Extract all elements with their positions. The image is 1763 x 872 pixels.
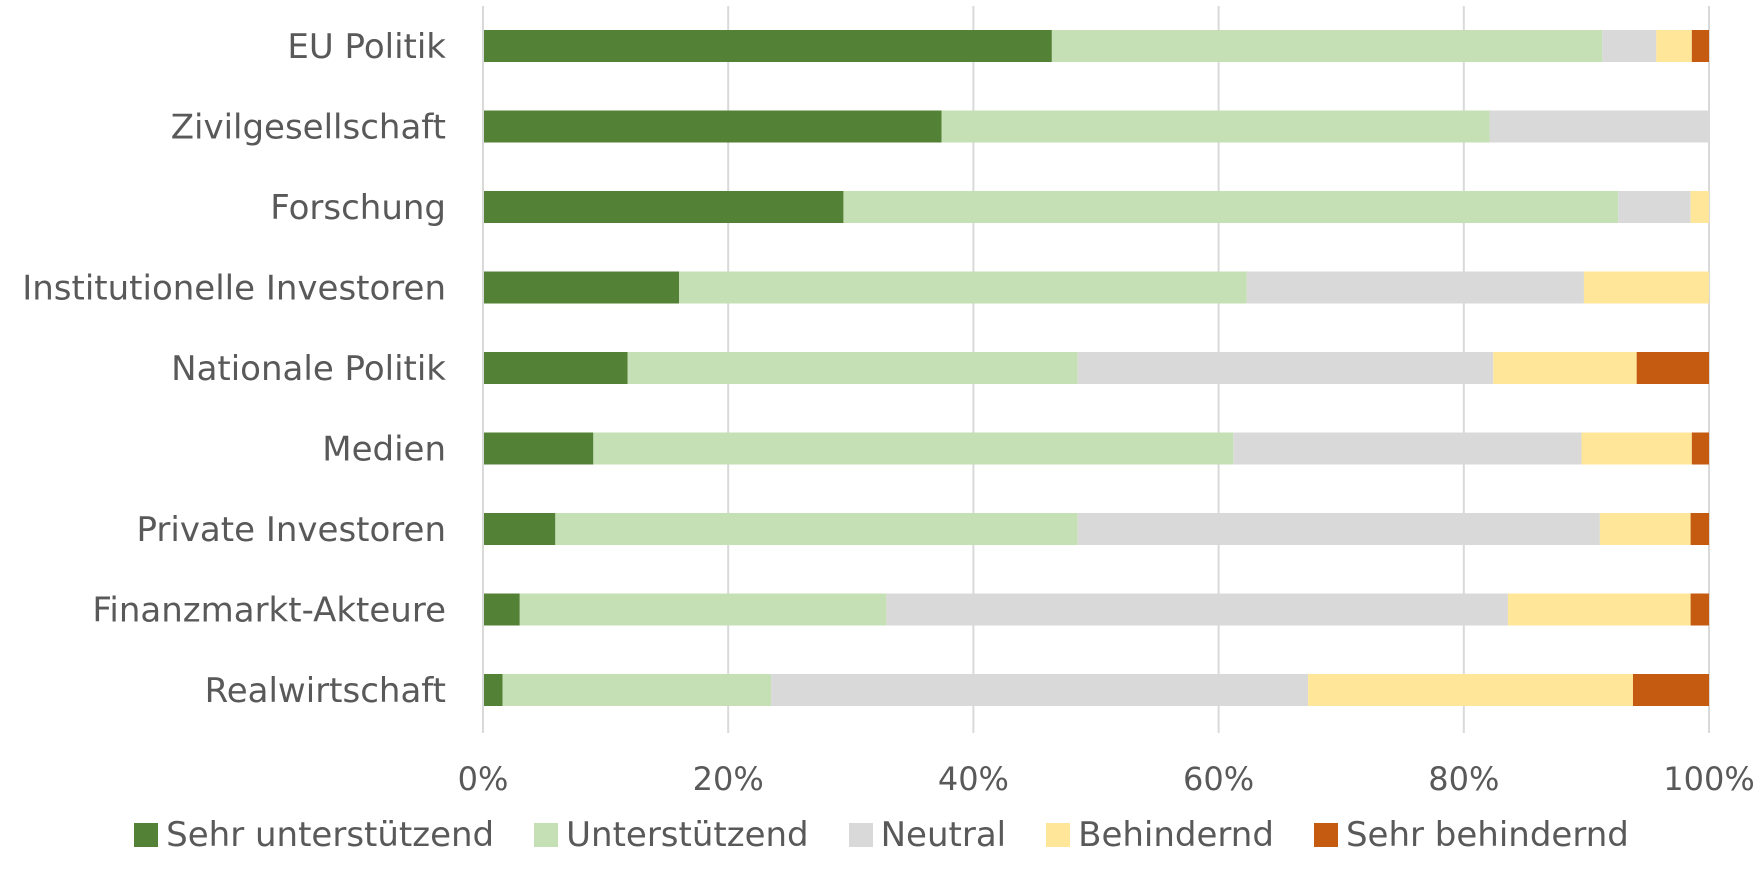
- category-labels: EU Politik Zivilgesellschaft Forschung Inst…: [22, 27, 446, 711]
- bar-segment: [1077, 513, 1600, 545]
- legend-label: Neutral: [880, 815, 1007, 855]
- category-label: Zivilgesellschaft: [171, 108, 446, 148]
- bar-segment: [483, 513, 556, 545]
- legend-item: Sehr unterstützend: [134, 815, 494, 855]
- bar-segment: [627, 352, 1078, 384]
- x-tick-label: 100%: [1663, 760, 1754, 798]
- category-label: Finanzmarkt-Akteure: [92, 591, 446, 631]
- legend-swatch: [848, 823, 873, 847]
- bar-segment: [555, 513, 1078, 545]
- bar-segment: [1636, 352, 1709, 384]
- legend-swatch: [534, 823, 559, 847]
- bar-segment: [483, 30, 1052, 62]
- bar-segment: [1690, 513, 1709, 545]
- bar-segment: [1077, 352, 1494, 384]
- bar-segment: [1051, 30, 1603, 62]
- bar-segment: [843, 191, 1619, 223]
- x-tick-label: 20%: [693, 760, 764, 798]
- x-tick-label: 0%: [458, 760, 509, 798]
- x-tick-label: 60%: [1183, 760, 1254, 798]
- category-label: Institutionelle Investoren: [22, 269, 446, 309]
- bar-segment: [1246, 271, 1584, 304]
- legend-label: Behindernd: [1078, 815, 1274, 855]
- bar-segment: [483, 191, 844, 223]
- legend-item: Neutral: [848, 815, 1007, 855]
- legend-swatch: [1046, 823, 1071, 847]
- category-label: Realwirtschaft: [205, 671, 446, 711]
- bar-segment: [1233, 432, 1582, 465]
- bar-segment: [1583, 271, 1709, 304]
- legend-label: Sehr unterstützend: [166, 815, 495, 855]
- legend-label: Sehr behindernd: [1345, 815, 1629, 855]
- bar-segment: [483, 271, 680, 304]
- bar-segment: [1493, 352, 1637, 384]
- x-tick-label: 40%: [938, 760, 1009, 798]
- bar-segment: [771, 674, 1309, 706]
- bar-segment: [1308, 674, 1633, 706]
- bar-segment: [593, 432, 1234, 465]
- bar-segment: [1690, 191, 1709, 223]
- category-label: EU Politik: [287, 27, 446, 67]
- bars: [483, 30, 1709, 706]
- legend-label: Unterstützend: [566, 815, 809, 855]
- category-label: Private Investoren: [136, 510, 446, 550]
- bar-segment: [519, 593, 887, 626]
- bar-segment: [483, 352, 628, 384]
- legend-item: Behindernd: [1046, 815, 1274, 855]
- bar-segment: [483, 674, 503, 706]
- bar-segment: [1690, 593, 1709, 626]
- category-label: Medien: [322, 430, 446, 470]
- legend-swatch: [1313, 823, 1338, 847]
- bar-segment: [1632, 674, 1709, 706]
- bar-segment: [941, 110, 1490, 143]
- bar-segment: [886, 593, 1508, 626]
- bar-segment: [1691, 30, 1709, 62]
- bar-segment: [483, 432, 594, 465]
- bar-segment: [502, 674, 772, 706]
- bar-segment: [1602, 30, 1657, 62]
- bar-segment: [483, 593, 520, 626]
- legend-item: Sehr behindernd: [1313, 815, 1629, 855]
- bar-segment: [1599, 513, 1691, 545]
- x-tick-label: 80%: [1428, 760, 1499, 798]
- bar-segment: [1581, 432, 1692, 465]
- category-label: Forschung: [270, 188, 446, 228]
- legend-swatch: [134, 823, 159, 847]
- bar-segment: [483, 110, 942, 143]
- legend: Sehr unterstützend Unterstützend Neutral Be…: [0, 815, 1763, 855]
- bar-segment: [1489, 110, 1709, 143]
- bar-segment: [1691, 432, 1709, 465]
- x-axis-tick-labels: 0% 20% 40% 60% 80% 100%: [458, 760, 1755, 798]
- bar-segment: [679, 271, 1247, 304]
- bar-segment: [1618, 191, 1691, 223]
- bar-segment: [1507, 593, 1691, 626]
- bar-segment: [1656, 30, 1692, 62]
- legend-item: Unterstützend: [534, 815, 809, 855]
- category-label: Nationale Politik: [171, 349, 446, 389]
